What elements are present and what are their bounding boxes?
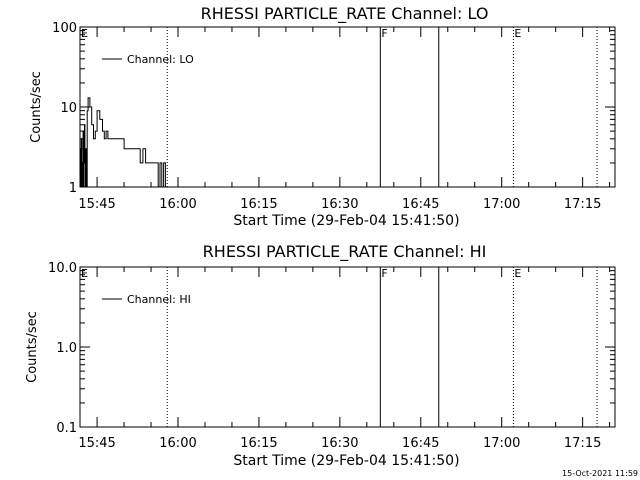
x-tick-label: 17:15 [564, 436, 601, 451]
x-tick-label: 16:45 [402, 436, 439, 451]
edge-marker-label: E [81, 27, 88, 40]
x-tick-label: 16:15 [240, 197, 277, 212]
x-tick-label: 15:45 [78, 197, 115, 212]
chart-title: RHESSI PARTICLE_RATE Channel: HI [203, 242, 487, 262]
x-tick-label: 16:00 [159, 197, 196, 212]
x-tick-label: 15:45 [78, 436, 115, 451]
y-axis-label: Counts/sec [25, 311, 40, 383]
x-axis-label: Start Time (29-Feb-04 15:41:50) [233, 213, 459, 229]
event-marker-label: F [381, 267, 387, 280]
legend-entry: Channel: LO [127, 53, 194, 66]
event-marker-label: E [514, 267, 521, 280]
y-tick-label: 0.1 [56, 421, 77, 436]
x-axis-label: Start Time (29-Feb-04 15:41:50) [233, 453, 459, 469]
timestamp-footer: 15-Oct-2021 11:59 [562, 469, 638, 478]
x-tick-label: 16:15 [240, 436, 277, 451]
x-tick-label: 16:30 [321, 436, 358, 451]
y-tick-label: 1 [69, 181, 77, 196]
x-tick-label: 16:45 [402, 197, 439, 212]
chart-panel-2 [79, 266, 616, 428]
x-tick-label: 16:00 [159, 436, 196, 451]
edge-marker-label: E [81, 267, 88, 280]
x-tick-label: 17:00 [483, 197, 520, 212]
x-tick-label: 17:15 [564, 197, 601, 212]
y-tick-label: 100 [52, 21, 77, 36]
plot-frame [79, 266, 616, 428]
y-tick-label: 10 [60, 101, 77, 116]
y-tick-label: 1.0 [56, 341, 77, 356]
data-series-line [80, 97, 168, 188]
chart-panel-1 [79, 26, 616, 188]
y-tick-label: 10.0 [48, 261, 77, 276]
x-tick-label: 17:00 [483, 436, 520, 451]
event-marker-label: E [514, 27, 521, 40]
y-axis-label: Counts/sec [29, 71, 44, 143]
x-tick-label: 16:30 [321, 197, 358, 212]
legend-entry: Channel: HI [127, 293, 191, 306]
event-marker-label: F [381, 27, 387, 40]
chart-title: RHESSI PARTICLE_RATE Channel: LO [201, 4, 489, 24]
